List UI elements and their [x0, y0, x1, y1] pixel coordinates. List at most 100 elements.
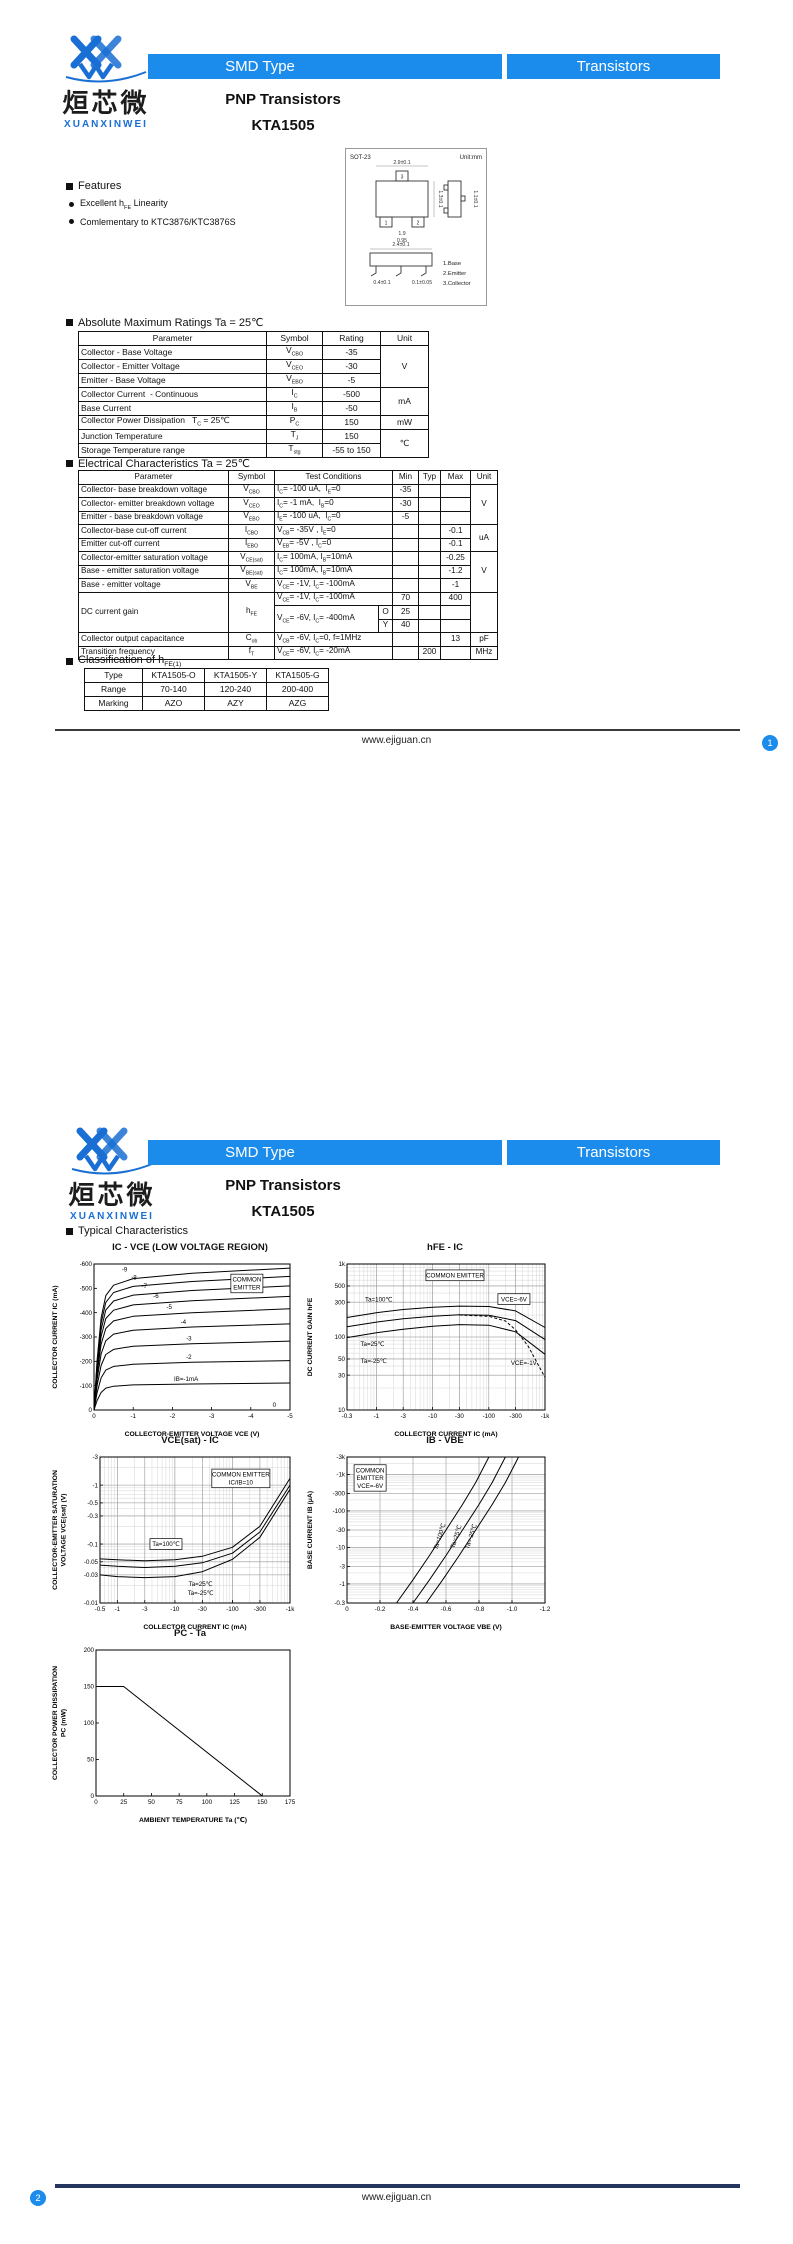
svg-text:COMMON EMITTER: COMMON EMITTER	[426, 1272, 484, 1279]
classification-heading-label: Classification of hFE(1)	[78, 654, 182, 669]
svg-text:-400: -400	[80, 1310, 93, 1317]
svg-text:-0.8: -0.8	[474, 1606, 485, 1613]
svg-text:0: 0	[273, 1402, 277, 1409]
sot23-outline-drawing: SOT-23 Unit:mm 2.9±0.1 1.3±0.1 3 1 2 1.9…	[350, 155, 482, 287]
header-bar-transistors: Transistors	[507, 54, 720, 79]
table-row: DC current gain hFE VCE= -1V, IC= -100mA…	[78, 591, 498, 633]
pin-legend-emitter: 2.Emitter	[443, 271, 466, 277]
svg-text:-30: -30	[336, 1527, 346, 1534]
svg-text:-0.3: -0.3	[334, 1600, 345, 1607]
svg-text:25: 25	[120, 1799, 127, 1806]
svg-text:-5: -5	[287, 1413, 293, 1420]
svg-text:-300: -300	[80, 1334, 93, 1341]
dot-bullet-icon	[69, 201, 74, 207]
chart-ic-vs-vce: IC - VCE (LOW VOLTAGE REGION) 0 -1 -2 -3 -4 -…	[50, 1242, 300, 1445]
absolute-maximum-ratings-table: Parameter Symbol Rating Unit Collector -…	[78, 331, 429, 458]
table-row: Base - emitter voltage VBE VCE= -1V, IC=…	[78, 578, 498, 593]
svg-text:VCE=-1V: VCE=-1V	[511, 1360, 538, 1367]
svg-text:150: 150	[84, 1684, 95, 1691]
square-bullet-icon	[66, 319, 73, 326]
features-heading: Features	[66, 180, 236, 192]
pin-number: 3	[401, 175, 404, 181]
svg-text:-100: -100	[333, 1508, 346, 1515]
svg-text:-0.3: -0.3	[87, 1513, 98, 1520]
svg-text:-0.6: -0.6	[441, 1606, 452, 1613]
svg-text:-500: -500	[80, 1286, 93, 1293]
footer-rule	[55, 2184, 740, 2188]
footer-url: www.ejiguan.cn	[361, 2192, 432, 2203]
svg-text:-10: -10	[428, 1413, 438, 1420]
table-row: Emitter cut-off current IEBO VEB= -5V , …	[78, 537, 498, 552]
chart-title: VCE(sat) - IC	[161, 1435, 219, 1446]
svg-text:-0.4: -0.4	[408, 1606, 419, 1613]
table-row: Range 70-140 120-240 200-400	[84, 682, 329, 697]
brand-name-en: XUANXINWEI	[64, 119, 148, 131]
svg-text:75: 75	[176, 1799, 183, 1806]
svg-text:-0.01: -0.01	[84, 1600, 99, 1607]
svg-text:-3k: -3k	[336, 1454, 346, 1461]
svg-text:-6: -6	[153, 1293, 159, 1300]
svg-text:200: 200	[84, 1647, 95, 1654]
feature-item: Excellent hFE Linearity	[69, 198, 236, 211]
chart-ib-vs-vbe: IB - VBE 0 -0.2 -0.4 -0.6 -0.8 -1.0 -1.2 -3k -1k…	[305, 1435, 555, 1638]
page-number-badge: 1	[762, 735, 778, 751]
svg-text:Ta=100℃: Ta=100℃	[152, 1541, 179, 1548]
svg-text:-1: -1	[374, 1413, 380, 1420]
package-drawing: SOT-23 Unit:mm 2.9±0.1 1.3±0.1 3 1 2 1.9…	[345, 148, 487, 306]
svg-text:-1k: -1k	[336, 1472, 346, 1479]
svg-text:AMBIENT TEMPERATURE Ta (℃): AMBIENT TEMPERATURE Ta (℃)	[139, 1817, 247, 1824]
part-number: KTA1505	[251, 117, 315, 134]
svg-text:-300: -300	[254, 1606, 267, 1613]
pin-number: 2	[417, 221, 420, 227]
svg-text:-4: -4	[181, 1319, 187, 1326]
table-row: Emitter - Base Voltage VEBO -5	[78, 373, 429, 388]
header-bar-transistors: Transistors	[507, 1140, 720, 1165]
svg-text:-3: -3	[400, 1413, 406, 1420]
svg-text:-1k: -1k	[286, 1606, 296, 1613]
svg-text:-100: -100	[483, 1413, 496, 1420]
svg-text:-200: -200	[80, 1359, 93, 1366]
svg-text:-1.2: -1.2	[540, 1606, 551, 1613]
svg-text:-600: -600	[80, 1261, 93, 1268]
square-bullet-icon	[66, 657, 73, 665]
svg-text:Ta=25℃: Ta=25℃	[189, 1581, 213, 1588]
svg-text:-1: -1	[339, 1581, 345, 1588]
svg-text:BASE-EMITTER VOLTAGE VBE (V): BASE-EMITTER VOLTAGE VBE (V)	[390, 1624, 502, 1631]
svg-text:-0.3: -0.3	[342, 1413, 353, 1420]
svg-text:50: 50	[148, 1799, 155, 1806]
svg-text:0: 0	[91, 1793, 95, 1800]
chart-title: IC - VCE (LOW VOLTAGE REGION)	[112, 1242, 268, 1253]
svg-text:-0.2: -0.2	[375, 1606, 386, 1613]
svg-text:175: 175	[285, 1799, 296, 1806]
dim-label: 2.4±0.1	[392, 242, 409, 248]
footer-rule	[55, 729, 740, 731]
table-row: Collector-emitter saturation voltage VCE…	[78, 551, 498, 593]
svg-text:150: 150	[257, 1799, 268, 1806]
svg-text:0: 0	[345, 1606, 349, 1613]
svg-text:-1k: -1k	[541, 1413, 551, 1420]
svg-text:-30: -30	[198, 1606, 208, 1613]
svg-text:300: 300	[335, 1299, 346, 1306]
chart-hfe-vs-ic-canvas: -0.3 -1 -3 -10 -30 -100 -300 -1k 10 30 50 100 300 500…	[307, 1261, 551, 1438]
table-row: Collector output capacitance Cob VCB= -6…	[78, 632, 498, 647]
dim-label: 2.9±0.1	[393, 160, 410, 166]
classification-heading: Classification of hFE(1)	[66, 654, 181, 668]
part-number: KTA1505	[251, 1203, 315, 1220]
chart-hfe-vs-ic: hFE - IC -0.3 -1 -3 -10 -30 -100 -300 -1k 10 30 50…	[305, 1242, 555, 1445]
brand-name-en: XUANXINWEI	[70, 1211, 154, 1223]
dot-bullet-icon	[69, 219, 74, 225]
svg-text:-9: -9	[122, 1267, 128, 1274]
dim-label: 0.95	[397, 238, 407, 244]
pin-legend-base: 1.Base	[443, 261, 461, 267]
svg-text:-8: -8	[131, 1274, 137, 1281]
feature-text: Comlementary to KTC3876/KTC3876S	[80, 216, 236, 227]
table-row: Collector - Emitter Voltage VCEO -30	[78, 359, 429, 374]
svg-text:-5: -5	[167, 1304, 173, 1311]
chart-title: PC - Ta	[173, 1628, 207, 1639]
abs-max-heading: Absolute Maximum Ratings Ta = 25℃	[66, 316, 264, 329]
table-row: Base Current IB -50	[78, 401, 429, 416]
dim-label: 1.9	[398, 231, 405, 237]
electrical-characteristics-heading: Electrical Characteristics Ta = 25℃	[66, 457, 250, 470]
features-section: Features Excellent hFE Linearity Comleme…	[66, 180, 236, 227]
brand-logo: 烜芯微 XUANXINWEI	[50, 34, 162, 130]
